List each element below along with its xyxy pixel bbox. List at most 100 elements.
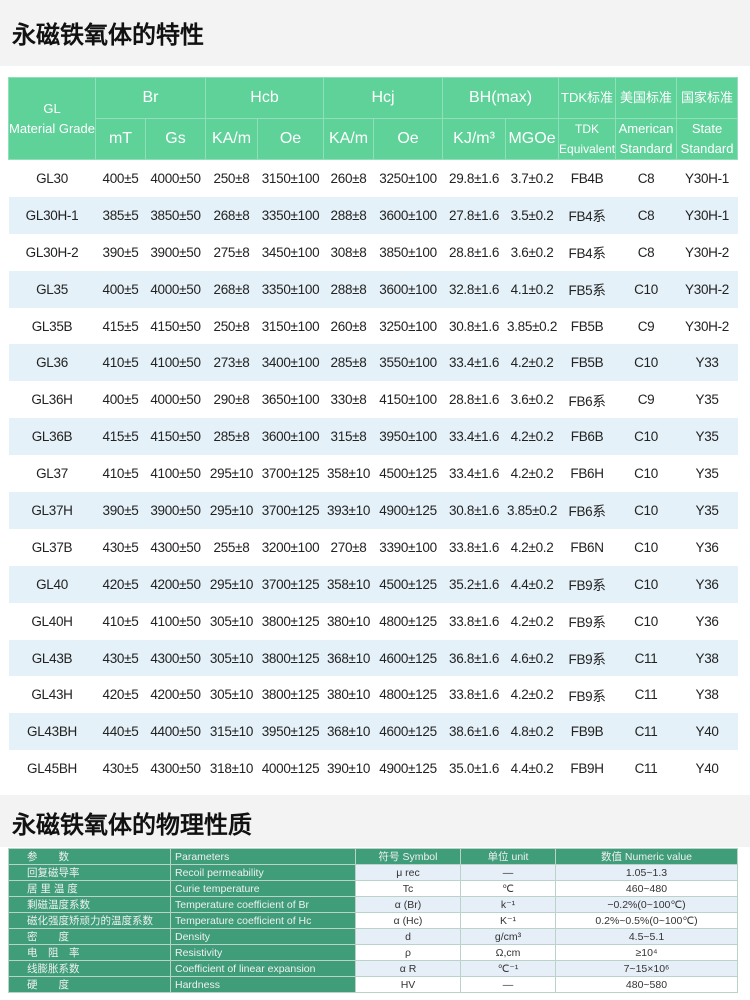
- table-cell: 318±10: [209, 761, 254, 777]
- table-cell: 480~580: [555, 976, 738, 993]
- table-cell: 368±10: [323, 639, 374, 677]
- table-cell: FB5B: [570, 318, 604, 334]
- table-cell: GL43B: [8, 639, 96, 677]
- table-cell: GL37: [36, 466, 68, 482]
- table-cell: 260±8: [330, 318, 367, 334]
- table-row: GL45BH 430±5 4300±50 318±10 4000±125 390±10 49…: [9, 750, 738, 787]
- table-row: 线膨胀系数 Coefficient of linear expansion α R ℃…: [8, 960, 738, 977]
- table-cell: 3.85±0.2: [505, 492, 559, 529]
- table-cell: 3.5±0.2: [505, 196, 559, 234]
- table-row: GL37B 430±5 4300±50 255±8 3200±100 270±8 3390±…: [9, 529, 738, 566]
- table-cell: α R: [355, 960, 461, 977]
- table-cell: Density: [170, 928, 356, 945]
- table-cell: 4100±50: [145, 344, 206, 382]
- table-cell: 255±8: [213, 539, 250, 555]
- table-cell: 3.6±0.2: [510, 244, 554, 260]
- table-cell: GL43BH: [8, 713, 96, 751]
- table-cell: 4000±50: [150, 392, 201, 408]
- unit-gs: Gs: [145, 118, 206, 160]
- table-cell: 3600±100: [257, 418, 324, 456]
- table-cell: 288±8: [323, 196, 374, 234]
- table-row: 密 度 Density d g/cm³ 4.5~5.1: [8, 928, 738, 945]
- table-cell: Y30H-2: [676, 270, 738, 308]
- table-cell: 3800±125: [261, 687, 320, 703]
- table-cell: α (Br): [355, 896, 461, 913]
- table-cell: C10: [615, 270, 677, 308]
- unit-kam: KA/m: [323, 118, 375, 160]
- table-cell: 4.2±0.2: [510, 466, 554, 482]
- table-cell: 4.2±0.2: [505, 418, 559, 456]
- table-cell: 268±8: [205, 196, 258, 234]
- table-cell: FB4系: [558, 196, 616, 234]
- table-cell: 4000±125: [261, 761, 320, 777]
- table-row: GL43BH 440±5 4400±50 315±10 3950±125 368±10 46…: [8, 713, 738, 751]
- table-cell: g/cm³: [460, 928, 556, 945]
- table-cell: 4000±50: [150, 170, 201, 186]
- table-cell: 440±5: [95, 713, 146, 751]
- table-cell: 33.8±1.6: [449, 613, 500, 629]
- table-cell: 33.8±1.6: [449, 687, 500, 703]
- unit-mgoe: MGOe: [505, 118, 560, 160]
- header-row: 参 数 Parameters 符号 Symbol 单位 unit 数值 Numeric …: [8, 848, 738, 865]
- table-cell: 420±5: [102, 687, 139, 703]
- table-cell: FB6H: [570, 466, 604, 482]
- table-cell: FB9系: [558, 639, 616, 677]
- table-cell: ℃: [460, 880, 556, 897]
- table-cell: 315±8: [323, 418, 374, 456]
- table-cell: k⁻¹: [460, 896, 556, 913]
- table-cell: C8: [637, 170, 655, 186]
- table-cell: 380±10: [326, 613, 371, 629]
- state-standard: State Standard: [676, 118, 739, 160]
- table-cell: 3800±125: [261, 613, 320, 629]
- table-cell: ≥10⁴: [555, 944, 738, 961]
- table-cell: 4.2±0.2: [505, 344, 559, 382]
- table-cell: 390±5: [95, 492, 146, 529]
- table-cell: 285±8: [323, 344, 374, 382]
- table-cell: FB9系: [568, 688, 606, 704]
- table-row: GL36H 400±5 4000±50 290±8 3650±100 330±8 4150±…: [9, 381, 738, 418]
- table-row: GL30H-1 385±5 3850±50 268±8 3350±100 288±8 360…: [8, 196, 738, 234]
- table-row: GL43H 420±5 4200±50 305±10 3800±125 380±10 480…: [9, 676, 738, 713]
- table-cell: 4800±125: [379, 613, 437, 629]
- unit-mt: mT: [95, 118, 146, 160]
- table-cell: 3350±100: [257, 196, 324, 234]
- table-cell: −0.2%(0~100℃): [555, 896, 738, 913]
- table-row: GL37H 390±5 3900±50 295±10 3700±125 393±10 490…: [8, 492, 738, 529]
- table-cell: 390±10: [326, 761, 371, 777]
- table-cell: 3150±100: [261, 170, 320, 186]
- unit-oe: Oe: [373, 118, 444, 160]
- table-cell: 4.2±0.2: [510, 613, 554, 629]
- table-cell: 回复磁导率: [8, 864, 171, 881]
- table-cell: 358±10: [323, 565, 374, 603]
- table-row: GL43B 430±5 4300±50 305±10 3800±125 368±10 460…: [8, 639, 738, 677]
- table-cell: 3950±100: [373, 418, 443, 456]
- table-cell: 285±8: [205, 418, 258, 456]
- table-cell: 33.8±1.6: [449, 539, 500, 555]
- table-cell: 393±10: [323, 492, 374, 529]
- table-cell: GL37H: [8, 492, 96, 529]
- table-cell: 415±5: [95, 418, 146, 456]
- table-cell: GL37B: [31, 539, 73, 555]
- table-cell: 4200±50: [150, 687, 201, 703]
- table-cell: C10: [615, 565, 677, 603]
- header-hcj: Hcj: [323, 77, 444, 119]
- table-cell: Y30H-2: [685, 244, 730, 260]
- table-row: 硬 度 Hardness HV —480~580: [8, 976, 738, 993]
- table-cell: 3550±100: [373, 344, 443, 382]
- table-cell: 4300±50: [150, 539, 201, 555]
- table-row: GL35 400±5 4000±50 268±8 3350±100 288±8 3600±1…: [8, 270, 738, 308]
- table-cell: 4900±125: [379, 761, 437, 777]
- table-cell: C10: [634, 539, 658, 555]
- table-cell: 35.0±1.6: [449, 761, 500, 777]
- table-cell: 4600±125: [373, 639, 443, 677]
- table-cell: FB6N: [570, 539, 604, 555]
- unit-kjm3: KJ/m³: [442, 118, 507, 160]
- table-cell: C11: [634, 687, 658, 703]
- table-row: GL40 420±5 4200±50 295±10 3700±125 358±10 4500…: [8, 565, 738, 603]
- table-cell: 385±5: [95, 196, 146, 234]
- table-cell: GL36: [8, 344, 96, 382]
- table-cell: 33.4±1.6: [449, 466, 500, 482]
- table-cell: —: [460, 976, 556, 993]
- table-cell: 415±5: [102, 318, 139, 334]
- table-row: 电 阻 率 Resistivity ρ Ω,cm ≥10⁴: [8, 944, 738, 961]
